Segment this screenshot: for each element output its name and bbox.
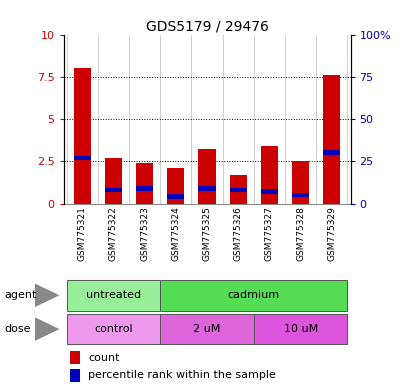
- Text: cadmium: cadmium: [227, 290, 279, 300]
- Bar: [322, 151, 339, 155]
- Bar: [105, 188, 122, 192]
- Bar: [67, 280, 160, 311]
- Title: GDS5179 / 29476: GDS5179 / 29476: [145, 20, 268, 33]
- Text: 2 uM: 2 uM: [193, 324, 220, 334]
- Text: percentile rank within the sample: percentile rank within the sample: [88, 371, 275, 381]
- Bar: [229, 188, 246, 192]
- Bar: [322, 75, 339, 204]
- Bar: [70, 351, 80, 364]
- Text: GSM775322: GSM775322: [109, 206, 118, 260]
- Bar: [291, 193, 308, 197]
- Bar: [74, 156, 91, 160]
- Text: GSM775321: GSM775321: [78, 206, 87, 261]
- Bar: [167, 168, 184, 204]
- Text: GSM775324: GSM775324: [171, 206, 180, 260]
- Bar: [67, 314, 160, 344]
- Bar: [291, 161, 308, 204]
- Bar: [74, 68, 91, 204]
- Text: GSM775325: GSM775325: [202, 206, 211, 261]
- Bar: [167, 194, 184, 199]
- Text: GSM775328: GSM775328: [295, 206, 304, 261]
- Polygon shape: [35, 283, 59, 307]
- Bar: [229, 175, 246, 204]
- Bar: [253, 314, 346, 344]
- Bar: [160, 280, 346, 311]
- Bar: [160, 314, 253, 344]
- Bar: [198, 149, 215, 204]
- Text: GSM775323: GSM775323: [140, 206, 149, 261]
- Bar: [105, 158, 122, 204]
- Bar: [136, 186, 153, 191]
- Bar: [136, 163, 153, 204]
- Bar: [260, 146, 277, 204]
- Text: dose: dose: [4, 324, 31, 334]
- Text: untreated: untreated: [86, 290, 141, 300]
- Bar: [260, 189, 277, 194]
- Text: agent: agent: [4, 290, 36, 300]
- Text: 10 uM: 10 uM: [283, 324, 317, 334]
- Text: GSM775327: GSM775327: [264, 206, 273, 261]
- Bar: [198, 186, 215, 191]
- Text: count: count: [88, 353, 119, 362]
- Polygon shape: [35, 317, 59, 341]
- Text: control: control: [94, 324, 133, 334]
- Text: GSM775329: GSM775329: [326, 206, 335, 261]
- Text: GSM775326: GSM775326: [233, 206, 242, 261]
- Bar: [70, 369, 80, 382]
